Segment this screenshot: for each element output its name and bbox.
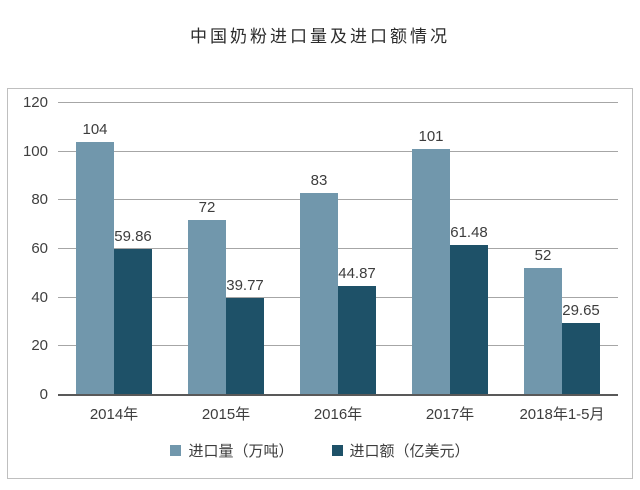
bar: 52 [524,247,562,395]
legend-marker-icon [331,445,343,456]
chart-panel: 0 20 40 60 80 100 120 104 59.86 72 39.77 83 44.87 10… [7,88,633,479]
x-tick-label: 2016年 [313,406,363,423]
data-label: 29.65 [562,301,600,319]
data-label: 59.86 [114,228,152,246]
legend: 进口量（万吨） 进口额（亿美元） [8,440,632,461]
y-tick-label: 120 [22,94,48,111]
bar-group: 101 61.48 [394,103,506,395]
bar: 61.48 [450,224,488,395]
legend-label: 进口额（亿美元） [349,443,470,460]
data-label: 52 [534,247,552,265]
y-tick-label: 60 [31,240,48,257]
data-label: 72 [198,198,216,216]
data-label: 104 [82,120,108,138]
data-label: 83 [310,172,328,190]
legend-marker-icon [170,445,182,456]
data-label: 44.87 [338,264,376,282]
x-tick-label: 2015年 [201,406,251,423]
data-label: 39.77 [226,277,264,295]
y-tick-label: 20 [31,337,48,355]
bar-groups: 104 59.86 72 39.77 83 44.87 101 61.48 52 29.65 [58,103,618,395]
bar: 59.86 [114,228,152,395]
bar: 39.77 [226,277,264,395]
legend-label: 进口量（万吨） [188,443,294,460]
legend-item: 进口量（万吨） [170,440,294,461]
y-tick-label: 100 [22,142,48,160]
bar: 72 [188,199,226,395]
bar: 44.87 [338,265,376,395]
data-label: 101 [418,128,444,146]
legend-item: 进口额（亿美元） [331,440,470,461]
x-axis-labels: 2014年 2015年 2016年 2017年 2018年1-5月 [58,403,618,424]
x-tick-label: 2017年 [425,406,475,423]
plot-area: 0 20 40 60 80 100 120 104 59.86 72 39.77 83 44.87 10… [23,94,618,403]
bar-group: 72 39.77 [170,103,282,395]
gridline [58,248,618,249]
bar: 83 [300,172,338,395]
chart-title: 中国奶粉进口量及进口额情况 [190,27,450,46]
bar-group: 83 44.87 [282,103,394,395]
y-tick-label: 80 [31,191,48,209]
bar-group: 104 59.86 [58,103,170,395]
bar: 29.65 [562,302,600,395]
bar-group: 52 29.65 [506,103,618,395]
gridline [58,150,618,152]
x-tick-label: 2018年1-5月 [519,406,605,423]
bar: 101 [412,128,450,395]
y-tick-label: 40 [31,288,48,306]
data-label: 61.48 [450,224,488,242]
x-tick-label: 2014年 [89,406,139,423]
gridline [58,199,618,201]
y-tick-label: 0 [39,386,48,403]
gridline [58,102,618,103]
bar: 104 [76,121,114,395]
x-axis-line [58,394,618,396]
